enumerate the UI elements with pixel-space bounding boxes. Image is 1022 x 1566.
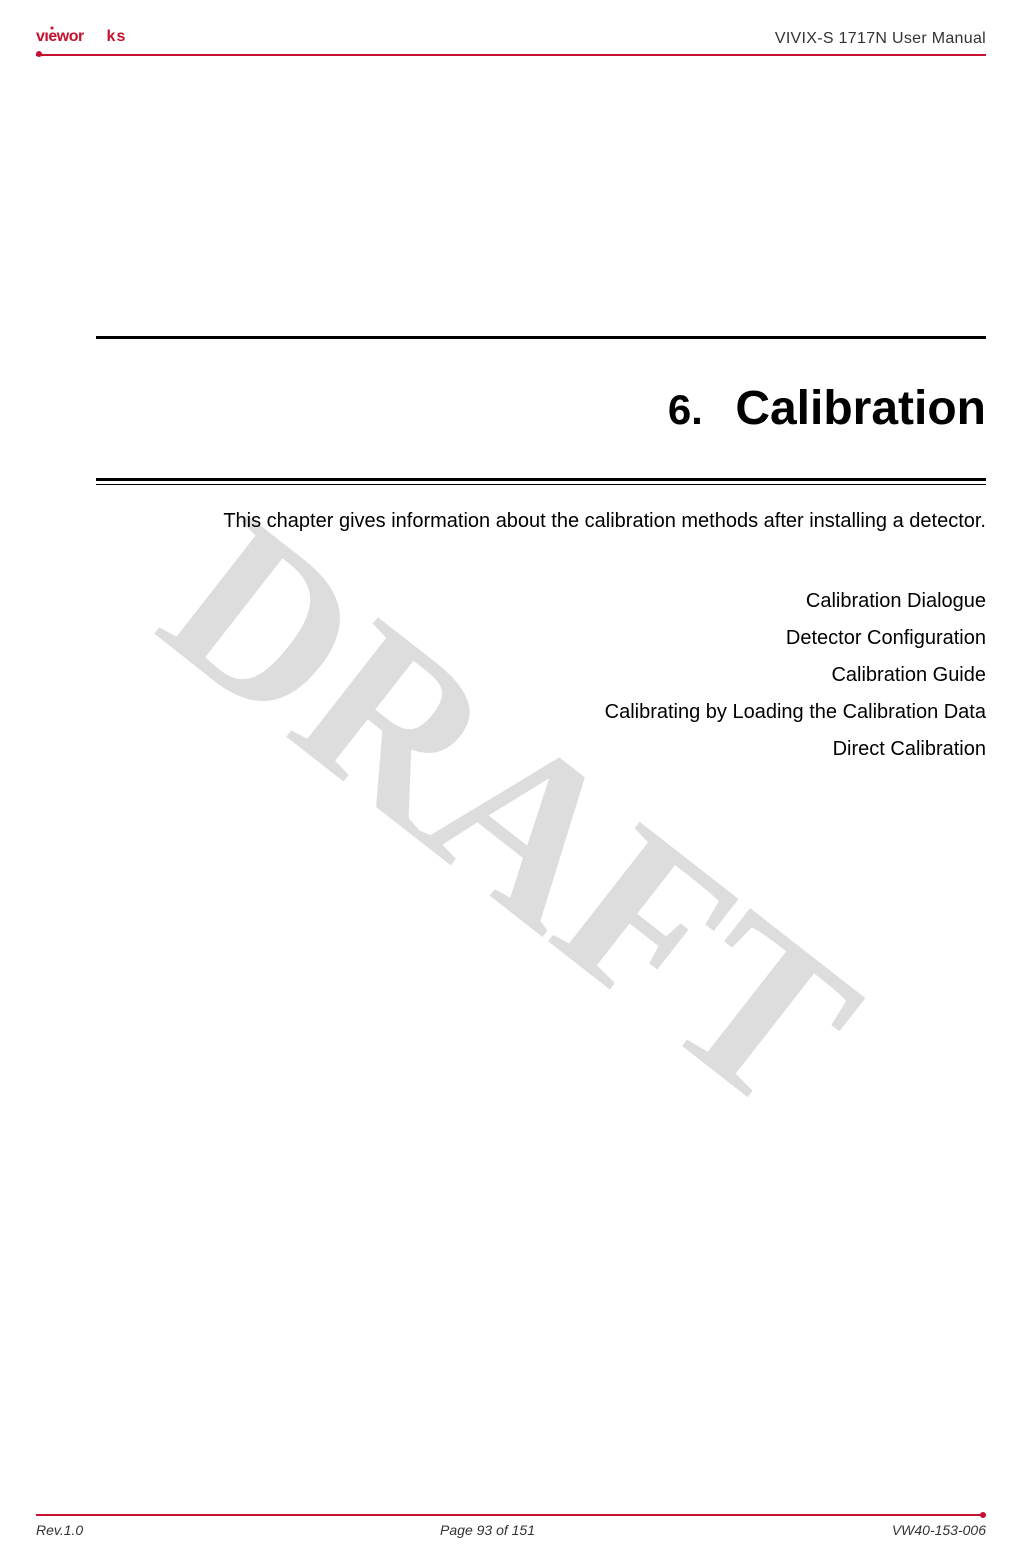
document-title: VIVIX-S 1717N User Manual [775,30,986,48]
footer-revision: Rev.1.0 [36,1522,83,1538]
footer-doc-number: VW40-153-006 [892,1522,986,1538]
svg-text:vıewor: vıewor [36,28,84,45]
vieworks-logo: vıewor k s [36,24,176,48]
topic-item: Direct Calibration [96,731,986,768]
chapter-number: 6. [668,386,703,433]
page-footer: Rev.1.0 Page 93 of 151 VW40-153-006 [36,1514,986,1538]
svg-text:k: k [107,28,116,45]
logo-svg: vıewor k s [36,24,176,48]
main-content: 6. Calibration This chapter gives inform… [36,56,986,768]
page-container: vıewor k s VIVIX-S 1717N User Manual DRA… [0,0,1022,1566]
footer-page-number: Page 93 of 151 [440,1522,535,1538]
chapter-title: Calibration [735,382,986,435]
page-header: vıewor k s VIVIX-S 1717N User Manual [36,24,986,56]
chapter-intro-text: This chapter gives information about the… [96,505,986,537]
topics-list: Calibration Dialogue Detector Configurat… [96,583,986,768]
topic-item: Calibration Guide [96,657,986,694]
svg-text:s: s [117,28,126,45]
chapter-heading-block: 6. Calibration [96,336,986,481]
topic-item: Detector Configuration [96,620,986,657]
topic-item: Calibrating by Loading the Calibration D… [96,694,986,731]
topic-item: Calibration Dialogue [96,583,986,620]
